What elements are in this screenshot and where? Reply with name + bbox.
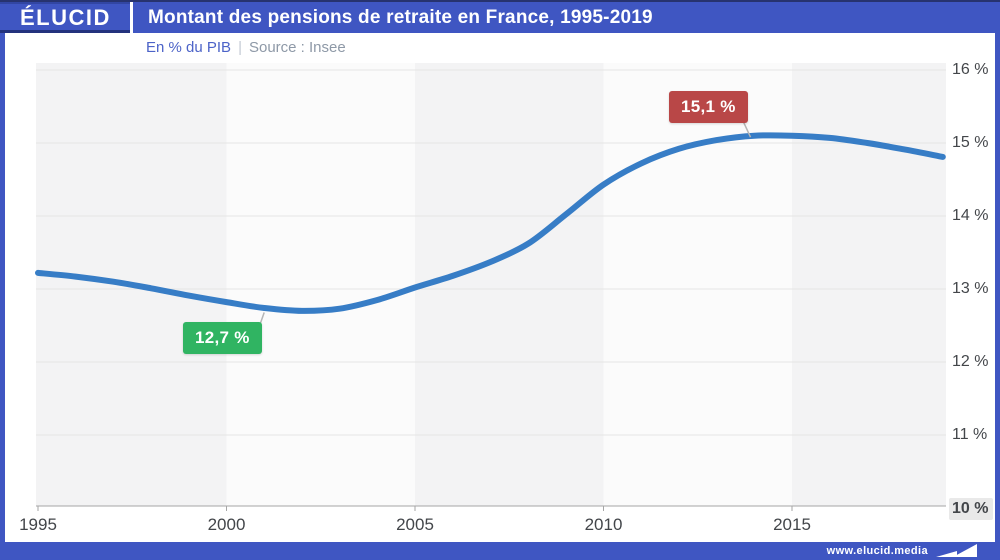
elucid-flag-icon bbox=[936, 544, 977, 557]
chart-subtitle: En % du PIB | Source : Insee bbox=[146, 39, 346, 56]
source-label: Source : Insee bbox=[248, 39, 346, 56]
y-tick-label: 14 % bbox=[952, 207, 989, 224]
header-bar: ÉLUCID Montant des pensions de retraite … bbox=[0, 0, 1000, 33]
chart-title: Montant des pensions de retraite en Fran… bbox=[148, 6, 653, 28]
website-url: www.elucid.media bbox=[826, 545, 928, 557]
header-divider bbox=[130, 2, 133, 33]
plot-band bbox=[792, 63, 946, 506]
subtitle-separator: | bbox=[238, 39, 242, 56]
left-border bbox=[0, 33, 5, 560]
x-tick-label: 2000 bbox=[207, 515, 246, 534]
min-value-badge: 12,7 % bbox=[183, 322, 262, 354]
y-tick-label: 16 % bbox=[952, 61, 989, 78]
y-tick-label: 11 % bbox=[952, 426, 988, 443]
unit-label: En % du PIB bbox=[146, 39, 232, 56]
y-tick-label: 12 % bbox=[952, 353, 989, 370]
x-tick-label: 1995 bbox=[19, 515, 57, 534]
x-tick-label: 2005 bbox=[396, 515, 434, 534]
right-border bbox=[995, 33, 1000, 560]
plot-band bbox=[226, 63, 415, 506]
brand-logo: ÉLUCID bbox=[0, 2, 130, 33]
y-tick-label: 13 % bbox=[952, 280, 989, 297]
plot-band bbox=[415, 63, 604, 506]
x-tick-label: 2015 bbox=[773, 515, 811, 534]
max-value-badge: 15,1 % bbox=[669, 91, 748, 123]
y-tick-label: 10 % bbox=[949, 498, 993, 520]
x-tick-label: 2010 bbox=[584, 515, 623, 534]
brand-logo-text: ÉLUCID bbox=[20, 4, 111, 30]
plot-band bbox=[603, 63, 792, 506]
pension-series-line bbox=[35, 132, 946, 314]
footer-bar: www.elucid.media bbox=[0, 542, 1000, 560]
y-tick-label: 15 % bbox=[952, 134, 989, 151]
